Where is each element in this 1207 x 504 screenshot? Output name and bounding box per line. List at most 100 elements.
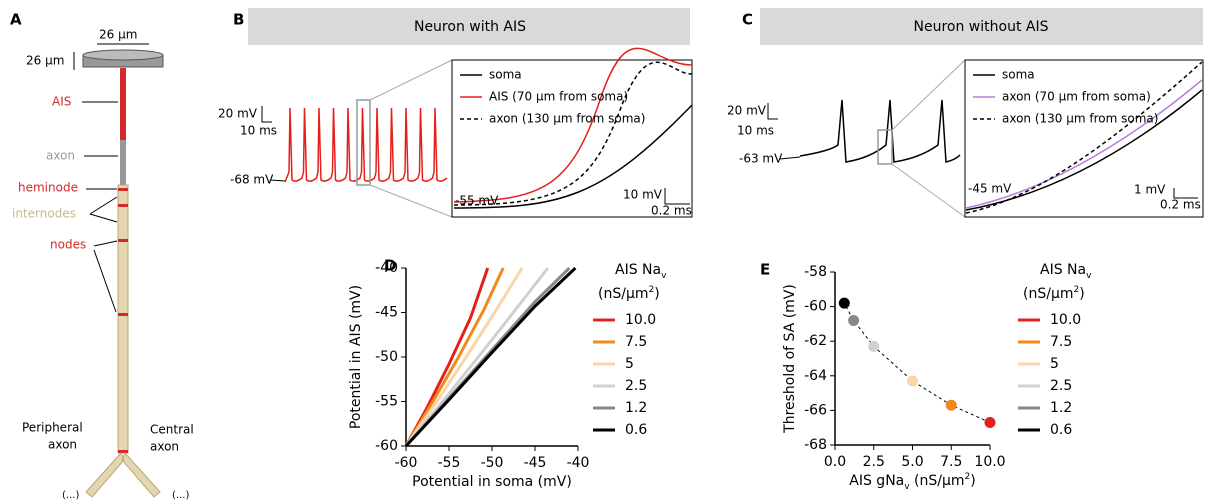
legend-label: 5 <box>625 356 634 372</box>
rest-label: -63 mV <box>739 152 783 166</box>
inset-scale-v: 1 mV <box>1134 183 1166 197</box>
panel-letter: D <box>384 257 396 275</box>
header <box>248 8 690 45</box>
point <box>907 375 918 387</box>
label-part: ) <box>1079 286 1084 302</box>
inset-scale-t: 0.2 ms <box>651 204 692 218</box>
x-axis-label: Potential in soma (mV) <box>412 474 572 490</box>
legend-label: axon (130 μm from soma) <box>1002 112 1158 126</box>
voltage-trace <box>284 107 448 183</box>
x-tick-label: -40 <box>567 455 590 471</box>
branches <box>85 452 161 498</box>
axon70-trace <box>965 79 1203 209</box>
scale-v: 20 mV <box>218 107 258 121</box>
label-part: 2 <box>648 285 654 295</box>
zoom-lines <box>369 59 453 218</box>
panel-letter: B <box>233 11 244 29</box>
x-tick-label: 2.5 <box>863 454 885 470</box>
series-line <box>404 267 550 447</box>
y-tick-label: -55 <box>375 394 398 410</box>
nodes-label: nodes <box>50 238 86 252</box>
legend-label: 2.5 <box>1050 378 1072 394</box>
scale-bar <box>664 188 690 205</box>
label-part: AIS Na <box>1040 262 1086 278</box>
ais-segment <box>120 68 126 140</box>
rest-label: -68 mV <box>230 173 274 187</box>
connector <box>843 302 991 423</box>
peripheral-label: Peripheral <box>22 421 83 435</box>
panel-letter: E <box>760 261 770 279</box>
label-part: 2 <box>965 472 971 482</box>
y-tick-label: -60 <box>804 299 827 315</box>
y-axis-label: Potential in AIS (mV) <box>348 285 364 429</box>
label-part: v <box>661 271 667 281</box>
scale-bar <box>767 103 778 120</box>
heminode-label: heminode <box>18 181 78 195</box>
label-part: AIS gNa <box>849 473 904 489</box>
axon130-trace <box>965 61 1203 214</box>
legend-title: AIS Nav (nS/μm2) <box>598 262 667 302</box>
panel-title: Neuron with AIS <box>414 19 526 35</box>
panel-letter: A <box>10 11 22 29</box>
label-part: 2 <box>1073 285 1079 295</box>
ais-label: AIS <box>52 95 71 109</box>
legend-label: 2.5 <box>625 378 647 394</box>
soma-trace <box>965 89 1203 211</box>
continuation: (...) <box>172 490 189 501</box>
legend-label: 7.5 <box>1050 334 1072 350</box>
height-label: 26 μm <box>26 54 64 68</box>
rich-label: AIS gNav (nS/μm2) <box>849 472 975 492</box>
legend-label: 10.0 <box>1050 312 1081 328</box>
inset-level: -45 mV <box>968 182 1012 196</box>
legend-label: 5 <box>1050 356 1059 372</box>
x-tick-label: -55 <box>438 455 461 471</box>
series-line <box>404 267 524 447</box>
series-line <box>404 267 490 447</box>
x-tick-label: -50 <box>481 455 504 471</box>
label-part: (nS/μm <box>910 473 965 489</box>
label-part: v <box>904 482 910 492</box>
legend-label: soma <box>489 68 522 82</box>
legend-label: 10.0 <box>625 312 656 328</box>
scale-v: 20 mV <box>727 104 767 118</box>
y-tick-label: -64 <box>804 368 827 384</box>
inset-scale-t: 0.2 ms <box>1160 198 1201 212</box>
leader <box>89 196 118 223</box>
x-tick-label: 10.0 <box>974 454 1005 470</box>
label-part: v <box>1086 271 1092 281</box>
x-tick-label: 5.0 <box>901 454 923 470</box>
scale-t: 10 ms <box>737 124 774 138</box>
point <box>868 340 880 352</box>
header <box>760 8 1203 45</box>
peripheral-label: axon <box>48 438 77 452</box>
y-tick-label: -50 <box>375 349 398 365</box>
legend-label: soma <box>1002 68 1035 82</box>
legend-title: AIS Nav (nS/μm2) <box>1023 262 1092 302</box>
label-part: (nS/μm <box>1023 286 1073 302</box>
soma-trace <box>453 104 693 209</box>
point <box>838 297 850 309</box>
leader <box>269 179 286 182</box>
y-axis-label: Threshold of SA (mV) <box>782 284 798 434</box>
zoom-box <box>356 99 371 186</box>
x-tick-label: -45 <box>524 455 547 471</box>
label-part: ) <box>654 286 659 302</box>
scale-t: 10 ms <box>240 124 277 138</box>
axon-trace <box>453 61 693 206</box>
label-part: ) <box>970 473 975 489</box>
y-tick-label: -66 <box>804 402 827 418</box>
x-tick-label: -60 <box>395 455 418 471</box>
point <box>945 399 957 411</box>
panel-letter: C <box>742 11 753 29</box>
y-tick-label: -68 <box>804 437 827 453</box>
zoom-box <box>877 129 893 165</box>
point <box>984 417 996 429</box>
legend-label: 0.6 <box>1050 422 1072 438</box>
voltage-trace <box>799 99 961 163</box>
x-tick-label: 7.5 <box>940 454 962 470</box>
leader <box>779 156 801 160</box>
inset-scale-v: 10 mV <box>623 188 663 202</box>
scale-bar <box>1173 188 1198 199</box>
zoom-lines <box>891 59 966 218</box>
